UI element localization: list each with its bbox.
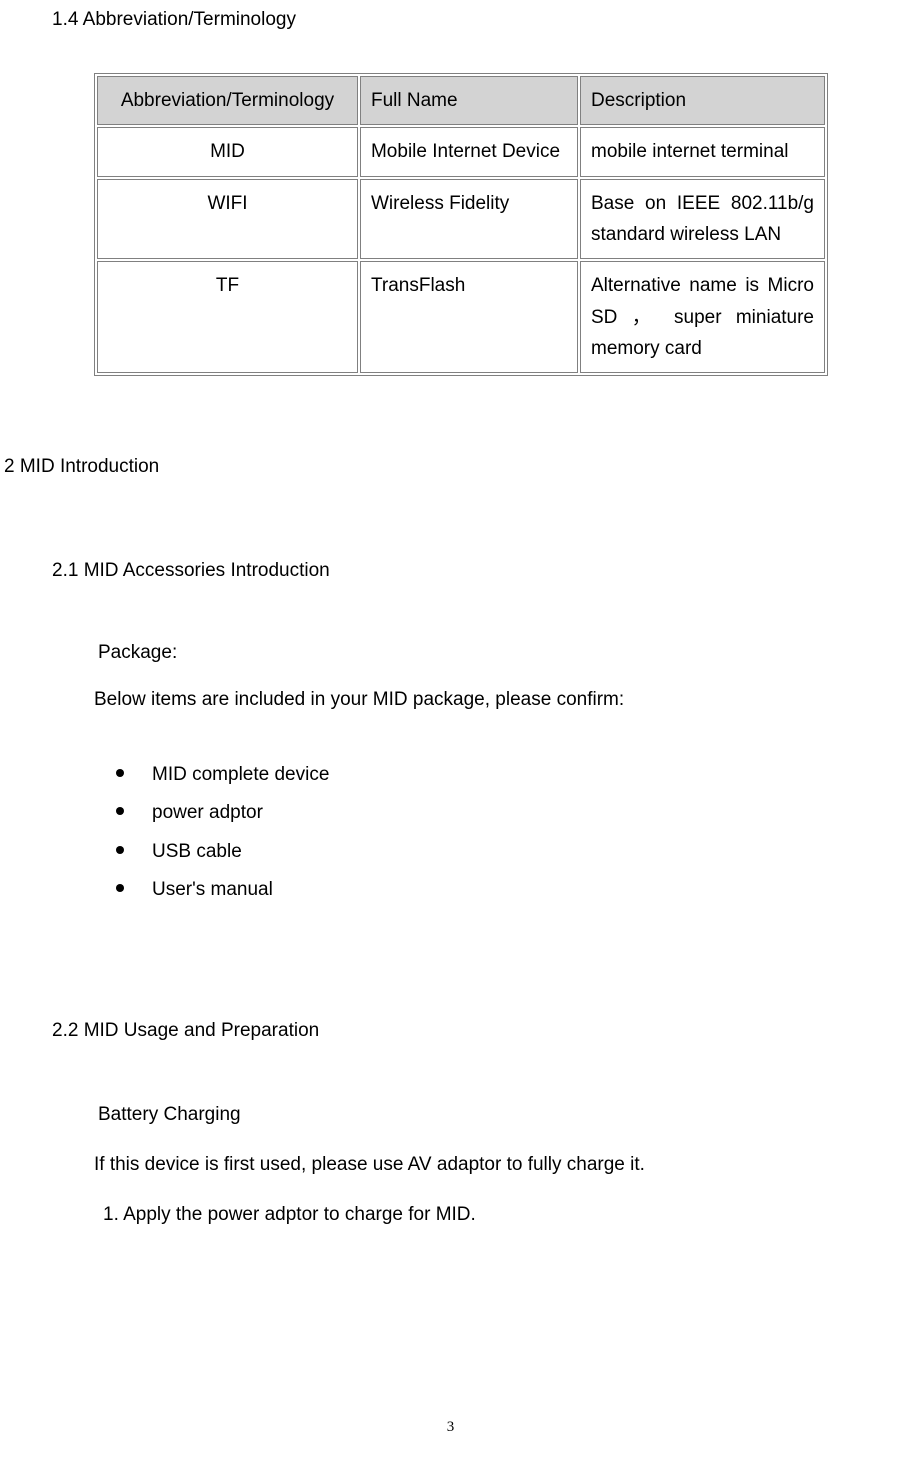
table-header-row: Abbreviation/Terminology Full Name Descr… xyxy=(97,76,825,125)
table-row: WIFI Wireless Fidelity Base on IEEE 802.… xyxy=(97,179,825,260)
page-number: 3 xyxy=(0,1415,901,1441)
table-cell-desc: Alternative name is Micro SD ， super min… xyxy=(580,261,825,373)
list-item: MID complete device xyxy=(116,756,329,794)
terminology-table: Abbreviation/Terminology Full Name Descr… xyxy=(94,73,828,376)
list-item: User's manual xyxy=(116,871,329,909)
table-header-desc: Description xyxy=(580,76,825,125)
table-header-fullname: Full Name xyxy=(360,76,578,125)
table-cell-desc: Base on IEEE 802.11b/g standard wireless… xyxy=(580,179,825,260)
list-item: USB cable xyxy=(116,833,329,871)
table-header-abbr: Abbreviation/Terminology xyxy=(97,76,358,125)
table-cell-full: Wireless Fidelity xyxy=(360,179,578,260)
section-2-heading: 2 MID Introduction xyxy=(4,451,159,483)
section-2-1-heading: 2.1 MID Accessories Introduction xyxy=(52,555,330,587)
table-cell-abbr: MID xyxy=(97,127,358,176)
table-cell-abbr: WIFI xyxy=(97,179,358,260)
table-cell-abbr: TF xyxy=(97,261,358,373)
list-item: power adptor xyxy=(116,794,329,832)
battery-charging-label: Battery Charging xyxy=(98,1099,241,1131)
table-cell-full: Mobile Internet Device xyxy=(360,127,578,176)
section-2-2-heading: 2.2 MID Usage and Preparation xyxy=(52,1015,319,1047)
table-cell-full: TransFlash xyxy=(360,261,578,373)
package-bullets: MID complete device power adptor USB cab… xyxy=(116,756,329,910)
section-1-4-heading: 1.4 Abbreviation/Terminology xyxy=(52,4,296,36)
table-row: MID Mobile Internet Device mobile intern… xyxy=(97,127,825,176)
package-text: Below items are included in your MID pac… xyxy=(94,684,624,716)
table-row: TF TransFlash Alternative name is Micro … xyxy=(97,261,825,373)
charging-text: If this device is first used, please use… xyxy=(94,1149,645,1181)
package-label: Package: xyxy=(98,637,177,669)
step-1-text: 1. Apply the power adptor to charge for … xyxy=(103,1199,476,1231)
table-cell-desc: mobile internet terminal xyxy=(580,127,825,176)
